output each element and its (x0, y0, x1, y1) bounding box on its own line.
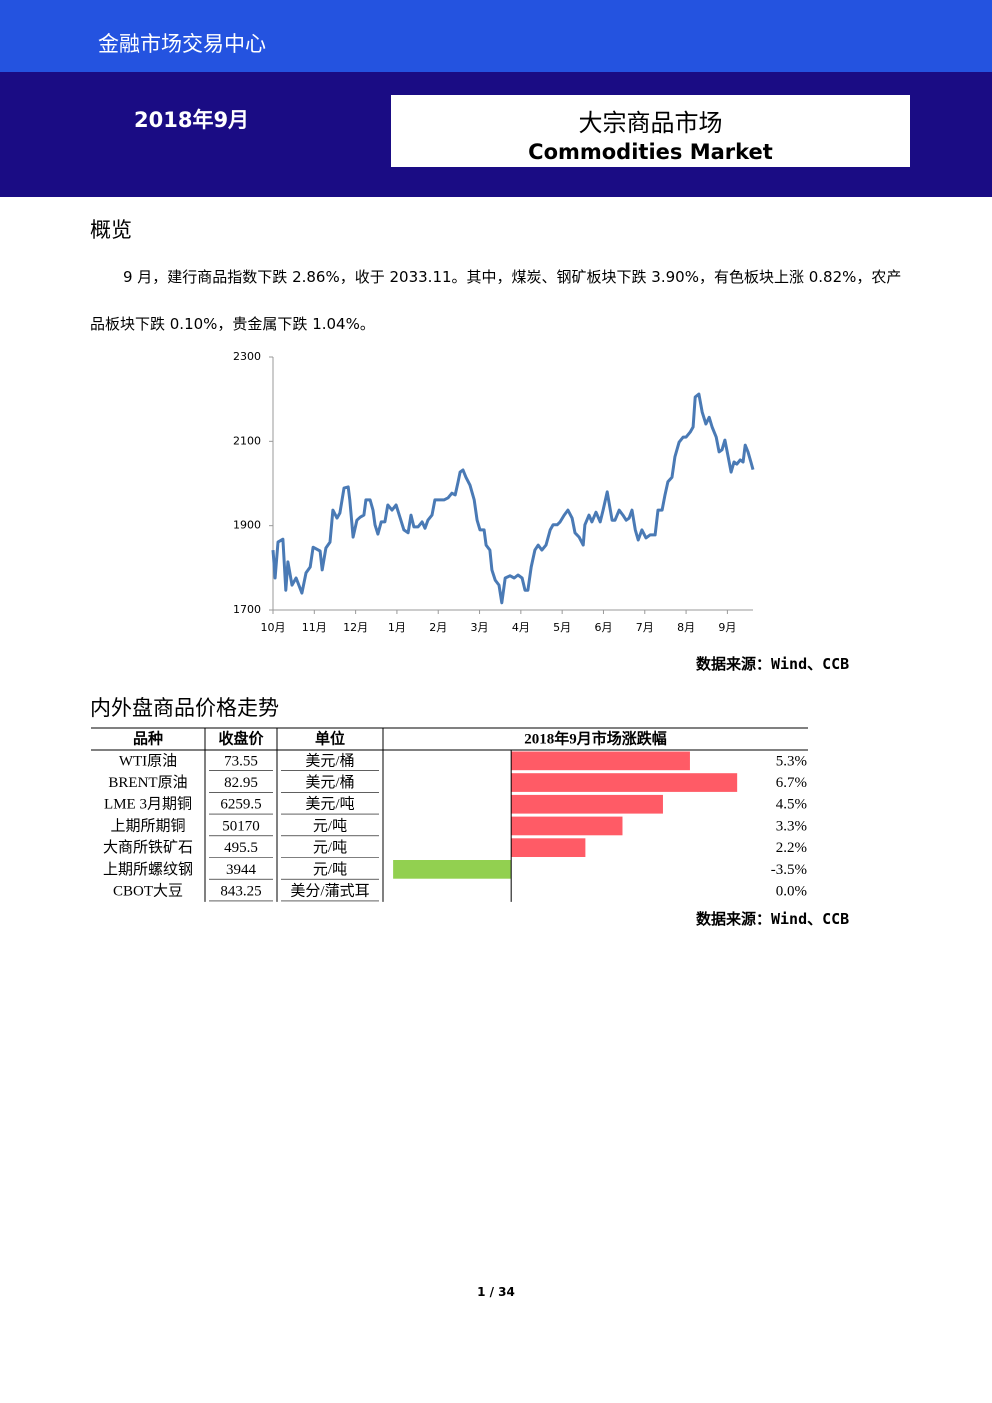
x-tick-label: 11月 (302, 621, 327, 634)
x-tick-label: 7月 (636, 621, 654, 634)
table-header: 品种 (133, 729, 163, 747)
table-cell: 美元/桶 (305, 774, 354, 791)
x-tick-label: 2月 (429, 621, 447, 634)
value-label: 3.3% (776, 818, 807, 834)
bar (511, 838, 586, 857)
table-cell: LME 3月期铜 (104, 796, 192, 813)
table-cell: WTI原油 (119, 752, 177, 769)
chart-title: 2018年9月市场涨跌幅 (524, 729, 667, 747)
table-cell: 美分/蒲式耳 (290, 882, 369, 899)
bar (393, 860, 512, 879)
table-cell: 73.55 (224, 753, 258, 769)
table-cell: 美元/吨 (305, 796, 354, 813)
paragraph: 9 月，建行商品指数下跌 2.86%，收于 2033.11。其中，煤炭、钢矿板块… (90, 268, 902, 333)
bar (511, 751, 690, 771)
y-tick-label: 1700 (233, 603, 261, 616)
price-line (271, 392, 755, 605)
table-cell: 元/吨 (313, 817, 347, 834)
table-cell: 495.5 (224, 840, 258, 856)
x-tick-label: 10月 (261, 621, 286, 634)
section-heading: 概览 (90, 218, 132, 242)
x-tick-label: 1月 (388, 621, 406, 634)
value-label: 4.5% (776, 797, 807, 813)
value-label: 6.7% (776, 775, 807, 791)
table-cell: 3944 (226, 862, 257, 878)
value-label: 2.2% (776, 840, 807, 856)
table-cell: BRENT原油 (108, 774, 187, 791)
table-cell: 上期所螺纹钢 (103, 861, 193, 878)
header-band (0, 0, 992, 72)
x-tick-label: 8月 (677, 621, 695, 634)
bar (511, 773, 738, 792)
x-tick-label: 4月 (512, 621, 530, 634)
table-cell: 82.95 (224, 775, 258, 791)
table-cell: 843.25 (220, 883, 261, 899)
source-note: 数据来源：Wind、CCB (696, 910, 850, 928)
bar (511, 816, 623, 836)
x-tick-label: 12月 (343, 621, 368, 634)
value-label: -3.5% (771, 862, 807, 878)
title-en: Commodities Market (528, 140, 773, 164)
source-note: 数据来源：Wind、CCB (696, 655, 850, 673)
table-cell: 元/吨 (313, 861, 347, 878)
table-cell: 大商所铁矿石 (103, 839, 193, 856)
table-header: 单位 (315, 729, 345, 747)
table-cell: 上期所期铜 (110, 817, 185, 834)
table-cell: 元/吨 (313, 839, 347, 856)
table-header: 收盘价 (218, 729, 264, 747)
x-tick-label: 6月 (594, 621, 612, 634)
x-tick-label: 5月 (553, 621, 571, 634)
x-tick-label: 3月 (471, 621, 489, 634)
y-tick-label: 1900 (233, 519, 261, 532)
title-cn: 大宗商品市场 (578, 109, 723, 137)
table-cell: CBOT大豆 (113, 882, 183, 899)
x-tick-label: 9月 (718, 621, 736, 634)
org-name: 金融市场交易中心 (98, 32, 266, 56)
table-cell: 6259.5 (220, 797, 261, 813)
section-heading: 内外盘商品价格走势 (90, 696, 279, 720)
table-cell: 美元/桶 (305, 752, 354, 769)
table-cell: 50170 (222, 818, 260, 834)
title-box: 大宗商品市场 Commodities Market (391, 95, 910, 167)
value-label: 5.3% (776, 753, 807, 769)
value-label: 0.0% (776, 883, 807, 899)
bar (511, 794, 663, 814)
report-date: 2018年9月 (134, 108, 250, 132)
y-tick-label: 2300 (233, 350, 261, 363)
page-number: 1 / 34 (477, 1285, 515, 1299)
y-tick-label: 2100 (233, 434, 261, 447)
